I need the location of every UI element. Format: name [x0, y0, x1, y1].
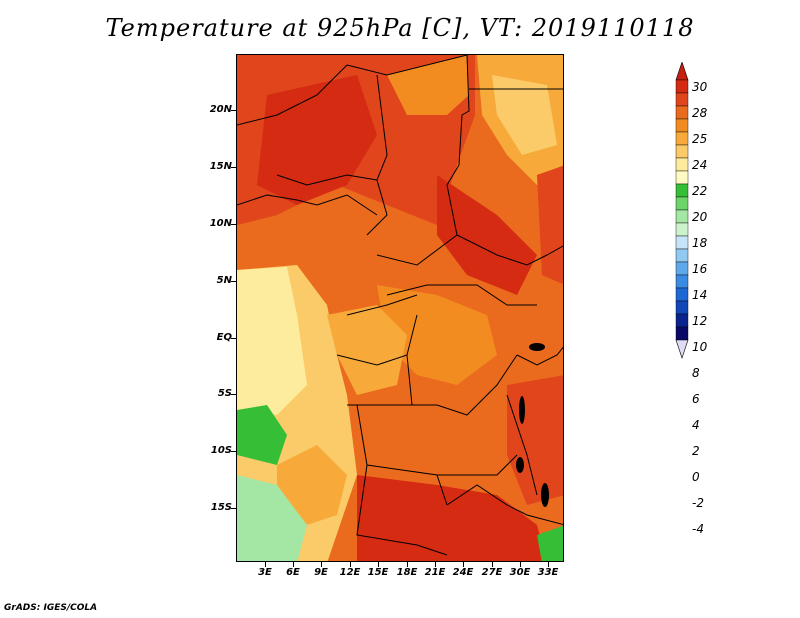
colorbar: [675, 62, 689, 359]
x-axis-label: 33E: [537, 567, 559, 578]
y-tick: [231, 394, 236, 395]
x-tick: [321, 562, 322, 567]
colorbar-segment: [675, 261, 689, 276]
y-tick: [231, 338, 236, 339]
y-axis-label: EQ: [216, 332, 232, 343]
colorbar-label: 16: [692, 262, 708, 276]
colorbar-segment: [675, 287, 689, 302]
field-highlands-cool: [492, 75, 557, 155]
colorbar-label: 14: [692, 288, 708, 302]
colorbar-label: -4: [692, 522, 704, 536]
chart-title: Temperature at 925hPa [C], VT: 201911011…: [105, 14, 695, 42]
colorbar-segment: [675, 235, 689, 250]
colorbar-label: 22: [692, 184, 708, 198]
field-east-hot: [537, 165, 563, 285]
field-congo-mild: [327, 305, 407, 395]
colorbar-segment: [675, 222, 689, 237]
x-axis-label: 24E: [452, 567, 474, 578]
x-tick: [407, 562, 408, 567]
y-axis-label: 5S: [217, 388, 232, 399]
colorbar-segment: [675, 92, 689, 107]
colorbar-segment: [675, 274, 689, 289]
colorbar-segment: [675, 209, 689, 224]
y-tick: [231, 281, 236, 282]
x-tick: [548, 562, 549, 567]
colorbar-top-arrow: [675, 62, 689, 81]
x-axis-label: 30E: [509, 567, 531, 578]
field-southwest-cool: [237, 475, 307, 561]
field-cold-pool: [237, 405, 287, 465]
colorbar-label: -2: [692, 496, 704, 510]
colorbar-bottom-arrow: [675, 339, 689, 359]
colorbar-segment: [675, 144, 689, 159]
x-axis-label: 18E: [396, 567, 418, 578]
colorbar-label: 8: [692, 366, 700, 380]
colorbar-label: 28: [692, 106, 708, 120]
colorbar-segment: [675, 300, 689, 315]
colorbar-label: 25: [692, 132, 708, 146]
colorbar-label: 18: [692, 236, 708, 250]
x-axis-label: 21E: [424, 567, 446, 578]
y-tick: [231, 451, 236, 452]
colorbar-segment: [675, 131, 689, 146]
y-axis-label: 15N: [209, 161, 232, 172]
country-borders: [237, 55, 563, 556]
map-canvas: [237, 55, 563, 561]
field-ocean-mild: [237, 267, 307, 415]
colorbar-segment: [675, 326, 689, 341]
colorbar-label: 0: [692, 470, 700, 484]
colorbar-segment: [675, 118, 689, 133]
x-tick: [435, 562, 436, 567]
field-southeast-cool: [537, 525, 563, 561]
field-sahel-core: [257, 75, 377, 205]
x-axis-label: 12E: [339, 567, 361, 578]
colorbar-segment: [675, 105, 689, 120]
field-sudan-hot: [437, 175, 537, 295]
x-tick: [463, 562, 464, 567]
x-axis-label: 6E: [286, 567, 300, 578]
colorbar-segment: [675, 313, 689, 328]
colorbar-label: 4: [692, 418, 700, 432]
temperature-map: [236, 54, 564, 562]
y-axis-label: 20N: [209, 104, 232, 115]
field-south-hot: [357, 475, 547, 561]
x-axis-label: 3E: [258, 567, 272, 578]
x-axis-label: 9E: [314, 567, 328, 578]
colorbar-label: 30: [692, 80, 708, 94]
colorbar-label: 12: [692, 314, 708, 328]
colorbar-segment: [675, 248, 689, 263]
x-tick: [378, 562, 379, 567]
y-tick: [231, 167, 236, 168]
y-axis-label: 10N: [209, 218, 232, 229]
x-tick: [520, 562, 521, 567]
colorbar-segment: [675, 157, 689, 172]
y-axis-label: 15S: [210, 502, 232, 513]
field-coastal-mild: [277, 445, 347, 525]
x-tick: [492, 562, 493, 567]
colorbar-segment: [675, 170, 689, 185]
colorbar-segment: [675, 196, 689, 211]
x-tick: [293, 562, 294, 567]
colorbar-segment: [675, 183, 689, 198]
colorbar-label: 20: [692, 210, 708, 224]
x-tick: [350, 562, 351, 567]
x-axis-label: 27E: [481, 567, 503, 578]
colorbar-label: 2: [692, 444, 700, 458]
colorbar-label: 6: [692, 392, 700, 406]
y-tick: [231, 110, 236, 111]
lakes: [516, 343, 549, 507]
colorbar-label: 10: [692, 340, 708, 354]
colorbar-segment: [675, 79, 689, 94]
y-tick: [231, 224, 236, 225]
y-axis-label: 10S: [210, 445, 232, 456]
x-tick: [265, 562, 266, 567]
colorbar-label: 24: [692, 158, 708, 172]
footer-credit: GrADS: IGES/COLA: [4, 603, 98, 613]
y-tick: [231, 508, 236, 509]
x-axis-label: 15E: [367, 567, 389, 578]
y-axis-label: 5N: [216, 275, 232, 286]
